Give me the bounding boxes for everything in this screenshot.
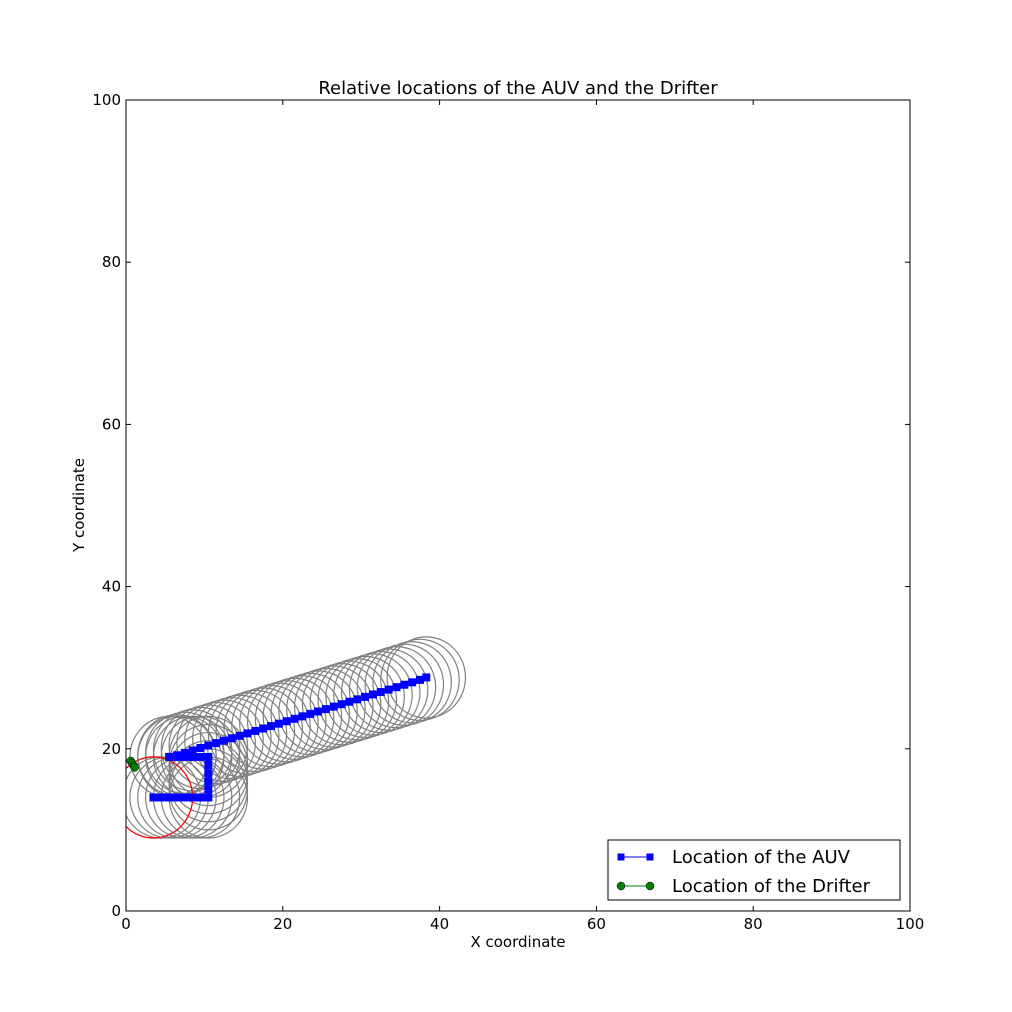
auv-point — [353, 695, 362, 704]
auv-point — [408, 678, 417, 687]
legend-box — [607, 839, 901, 901]
x-tick-label: 100 — [896, 915, 925, 933]
range-circle — [380, 638, 460, 722]
auv-point — [392, 683, 401, 692]
legend-auv-marker-end — [646, 853, 654, 861]
auv-point — [196, 793, 205, 802]
legend-drifter-label: Location of the Drifter — [672, 876, 871, 897]
auv-point — [227, 734, 236, 743]
auv-point — [204, 741, 213, 750]
plot-area-background — [126, 100, 910, 911]
auv-point — [180, 793, 189, 802]
range-circle — [386, 636, 467, 719]
auv-point — [321, 705, 330, 714]
auv-point — [204, 752, 213, 761]
y-tick-label: 80 — [102, 253, 121, 271]
range-circle — [372, 641, 452, 724]
legend-auv-label: Location of the AUV — [672, 847, 851, 868]
axis-ticks: 0 20 40 60 80 100 0 20 40 60 80 100 — [92, 91, 924, 933]
auv-point — [384, 685, 393, 694]
x-tick-label: 60 — [587, 915, 606, 933]
auv-point — [172, 793, 181, 802]
y-tick-label: 20 — [102, 740, 121, 758]
legend-drifter-marker-start — [616, 881, 626, 891]
auv-point — [188, 793, 197, 802]
auv-point — [251, 726, 260, 735]
auv-point — [165, 752, 174, 761]
chart-title: Relative locations of the AUV and the Dr… — [318, 78, 718, 99]
x-tick-label: 0 — [121, 915, 131, 933]
auv-point — [361, 692, 370, 701]
auv-point — [204, 777, 213, 786]
x-tick-label: 40 — [430, 915, 449, 933]
y-tick-label: 100 — [92, 91, 121, 109]
y-tick-label: 0 — [111, 902, 121, 920]
auv-point — [196, 743, 205, 752]
auv-point — [329, 702, 338, 711]
auv-point — [180, 748, 189, 757]
auv-point — [282, 717, 291, 726]
legend-auv-marker-start — [617, 853, 625, 861]
auv-point — [235, 731, 244, 740]
auv-point — [274, 719, 283, 728]
range-circles — [126, 636, 467, 839]
auv-point — [345, 697, 354, 706]
x-tick-label: 80 — [744, 915, 763, 933]
auv-point — [259, 724, 268, 733]
auv-point — [298, 712, 307, 721]
auv-point — [196, 752, 205, 761]
auv-point — [422, 673, 431, 682]
auv-point — [204, 761, 213, 770]
y-tick-label: 40 — [102, 578, 121, 596]
auv-point — [165, 793, 174, 802]
auv-point — [243, 729, 252, 738]
auv-point — [416, 675, 424, 684]
auv-point — [267, 722, 276, 731]
auv-point — [306, 709, 315, 718]
drifter-point — [130, 763, 139, 772]
auv-point — [157, 793, 166, 802]
plot-frame — [125, 99, 911, 912]
auv-point — [204, 793, 213, 802]
auv-point — [188, 746, 197, 755]
auv-point — [400, 680, 409, 689]
auv-point — [220, 736, 228, 745]
auv-point — [180, 752, 189, 761]
legend-drifter-marker-end — [645, 881, 655, 891]
series-layer — [126, 673, 431, 802]
y-axis-label: Y coordinate — [70, 458, 88, 553]
x-axis-label: X coordinate — [470, 933, 565, 951]
auv-point — [314, 707, 323, 716]
auv-point — [376, 688, 385, 697]
x-tick-label: 20 — [273, 915, 292, 933]
auv-point — [204, 769, 213, 778]
auv-point — [337, 700, 346, 709]
y-tick-label: 60 — [102, 415, 121, 433]
auv-point — [290, 714, 299, 723]
auv-point — [188, 752, 197, 761]
auv-point — [149, 793, 158, 802]
legend: Location of the AUV Location of the Drif… — [607, 839, 901, 901]
auv-point — [172, 751, 181, 760]
auv-point — [212, 739, 221, 748]
auv-point — [368, 690, 377, 699]
auv-point — [204, 785, 213, 794]
